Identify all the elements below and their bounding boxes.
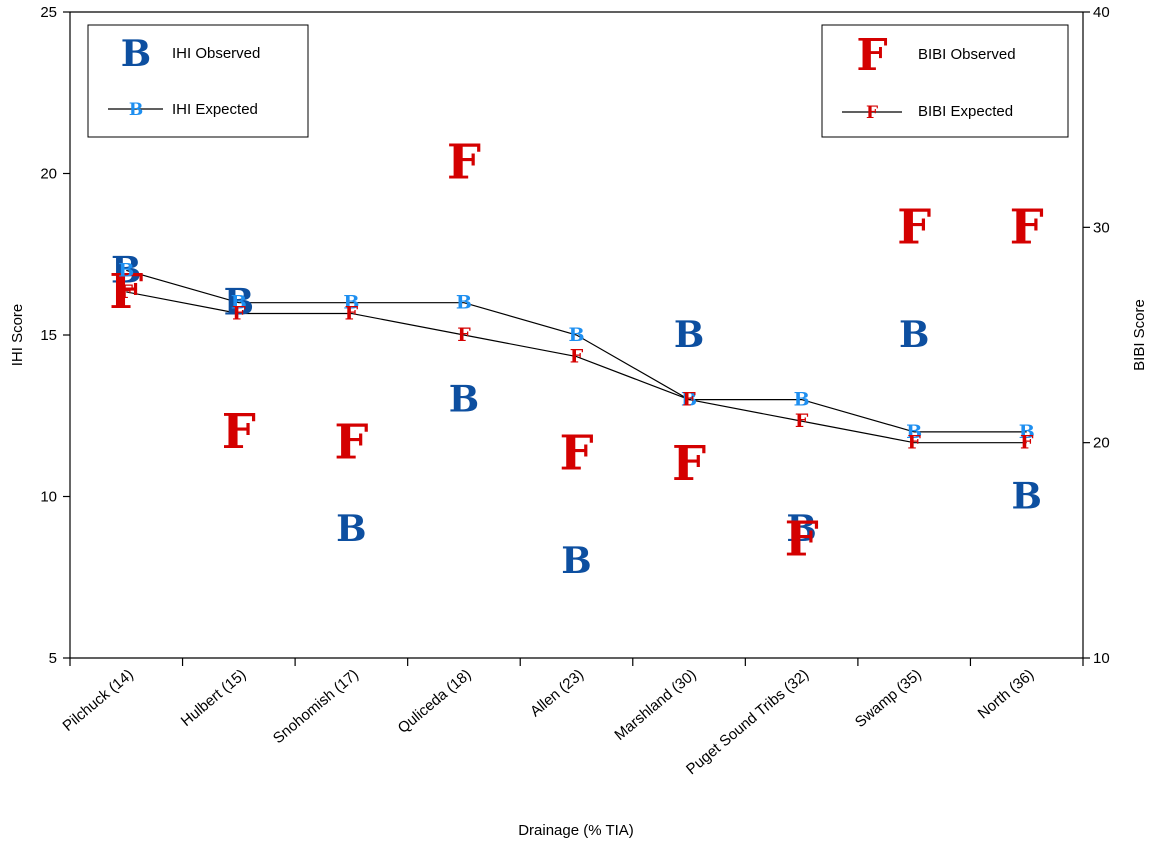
expected-bibi-point: F <box>232 302 246 324</box>
expected-bibi-point: F <box>682 389 696 411</box>
expected-ihi-point: B <box>906 421 922 443</box>
observed-bibi-point: F <box>785 512 819 568</box>
expected-ihi-point: B <box>568 324 584 346</box>
expected-ihi-point: B <box>231 292 247 314</box>
expected-ihi-point: B <box>794 389 810 411</box>
left-y-ticks: 5 10 15 20 25 <box>40 4 70 667</box>
right-y-tick-label: 40 <box>1093 4 1110 21</box>
left-y-axis-title: IHI Score <box>9 304 26 367</box>
left-y-tick-label: 20 <box>40 166 57 183</box>
expected-bibi-point: F <box>1020 432 1034 454</box>
legend-ihi-expected-label: IHI Expected <box>172 101 258 118</box>
x-tick-label: Puget Sound Tribs (32) <box>683 666 812 778</box>
expected-bibi-point: F <box>907 432 921 454</box>
expected-lines <box>126 269 1027 444</box>
legend-ihi-expected-marker: B <box>129 100 143 120</box>
expected-ihi-point: B <box>343 292 359 314</box>
x-tick-label: Hulbert (15) <box>178 666 250 730</box>
right-y-tick-label: 30 <box>1093 219 1110 236</box>
expected-bibi-point: F <box>120 281 134 303</box>
observed-bibi-point: F <box>334 415 368 471</box>
left-y-tick-label: 25 <box>40 4 57 21</box>
expected-ihi-point: B <box>681 389 697 411</box>
observed-ihi-point: B <box>224 282 254 324</box>
expected-bibi-point: F <box>795 410 809 432</box>
observed-ihi-point: B <box>336 508 366 550</box>
observed-bibi-point: F <box>559 425 593 481</box>
legend-bibi-expected-marker: F <box>866 103 878 123</box>
legend-right-box <box>821 24 1069 138</box>
expected-bibi-point: F <box>570 346 584 368</box>
observed-ihi-point: B <box>1012 476 1042 518</box>
observed-bibi-point: F <box>1010 199 1044 255</box>
observed-bibi-point: F <box>109 264 143 320</box>
x-ticks: Pilchuck (14) Hulbert (15) Snohomish (17) Q… <box>60 658 1084 778</box>
expected-line-1 <box>126 269 1027 433</box>
left-y-tick-label: 5 <box>49 650 57 667</box>
observed-ihi-point: B <box>111 249 141 291</box>
observed-ihi-point: B <box>899 314 929 356</box>
x-tick-label: Swamp (35) <box>852 666 925 731</box>
observed-bibi-point: F <box>222 404 256 460</box>
legend-ihi-observed-marker: B <box>121 33 151 75</box>
legend-left: B IHI Observed B IHI Expected <box>87 24 309 138</box>
expected-ihi-point: B <box>456 292 472 314</box>
legend-bibi-observed-label: BIBI Observed <box>918 46 1016 63</box>
legend-left-box <box>87 24 309 138</box>
observed-bibi-point: F <box>672 436 706 492</box>
left-y-tick-label: 10 <box>40 489 57 506</box>
x-axis-title: Drainage (% TIA) <box>518 822 634 839</box>
observed-ihi-point: B <box>786 508 816 550</box>
x-tick-label: Pilchuck (14) <box>60 666 137 735</box>
right-y-tick-label: 10 <box>1093 650 1110 667</box>
x-tick-label: North (36) <box>975 666 1038 722</box>
expected-bibi-point: F <box>457 324 471 346</box>
right-y-ticks: 10 20 30 40 <box>1083 4 1110 667</box>
x-tick-label: Quliceda (18) <box>395 666 475 737</box>
expected-ihi-point: B <box>1019 421 1035 443</box>
legend-bibi-observed-marker: F <box>856 30 887 81</box>
expected-line-3 <box>126 291 1027 444</box>
x-tick-label: Marshland (30) <box>611 666 699 744</box>
legend-ihi-observed-label: IHI Observed <box>172 45 260 62</box>
expected-ihi-point: B <box>118 259 134 281</box>
x-tick-label: Snohomish (17) <box>270 666 362 747</box>
expected-bibi-point: F <box>345 302 359 324</box>
observed-bibi-point: F <box>897 199 931 255</box>
right-y-tick-label: 20 <box>1093 435 1110 452</box>
observed-ihi-point: B <box>561 540 591 582</box>
legend-bibi-expected-label: BIBI Expected <box>918 103 1013 120</box>
legend-right: F BIBI Observed F BIBI Expected <box>821 24 1069 138</box>
left-y-tick-label: 15 <box>40 327 57 344</box>
right-y-axis-title: BIBI Score <box>1131 299 1148 371</box>
x-tick-label: Allen (23) <box>527 666 587 720</box>
observed-ihi-point: B <box>449 379 479 421</box>
observed-bibi-point: F <box>447 135 481 191</box>
observed-ihi-point: B <box>674 314 704 356</box>
